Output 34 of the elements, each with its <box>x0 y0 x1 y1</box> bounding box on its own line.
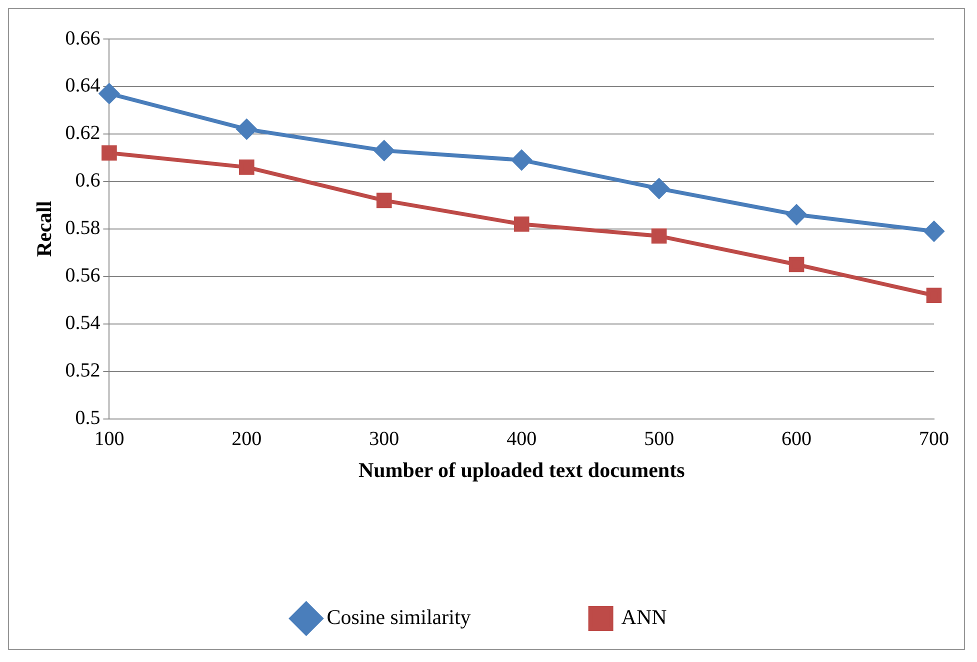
y-tick-label: 0.54 <box>65 312 100 334</box>
y-tick-label: 0.6 <box>75 170 100 192</box>
x-tick-label: 100 <box>94 428 124 450</box>
y-axis-title: Recall <box>32 200 56 257</box>
x-tick-label: 500 <box>644 428 674 450</box>
point <box>788 256 804 272</box>
legend-label: ANN <box>621 605 667 630</box>
x-tick-label: 600 <box>782 428 812 450</box>
legend-label: Cosine similarity <box>326 605 472 630</box>
point <box>514 216 530 232</box>
point <box>239 160 254 175</box>
point <box>651 228 667 244</box>
x-tick-label: 700 <box>919 428 949 450</box>
x-tick-label: 400 <box>506 428 537 450</box>
point <box>926 288 942 304</box>
point <box>102 145 117 161</box>
point <box>924 221 944 242</box>
point <box>99 84 120 104</box>
y-tick-label: 0.58 <box>65 217 100 240</box>
y-tick-label: 0.62 <box>65 122 100 144</box>
point <box>374 140 394 161</box>
x-tick-label: 300 <box>369 428 400 450</box>
y-tick-label: 0.56 <box>65 264 100 287</box>
x-axis-title: Number of uploaded text documents <box>358 458 685 482</box>
x-tick-label: 200 <box>232 428 262 450</box>
point <box>786 204 807 225</box>
point <box>512 150 532 170</box>
point <box>376 192 392 208</box>
y-tick-label: 0.5 <box>75 407 100 430</box>
y-tick-label: 0.52 <box>65 360 100 382</box>
y-tick-label: 0.64 <box>65 74 100 97</box>
point <box>649 178 670 199</box>
y-tick-label: 0.66 <box>65 27 100 50</box>
point <box>236 119 257 140</box>
